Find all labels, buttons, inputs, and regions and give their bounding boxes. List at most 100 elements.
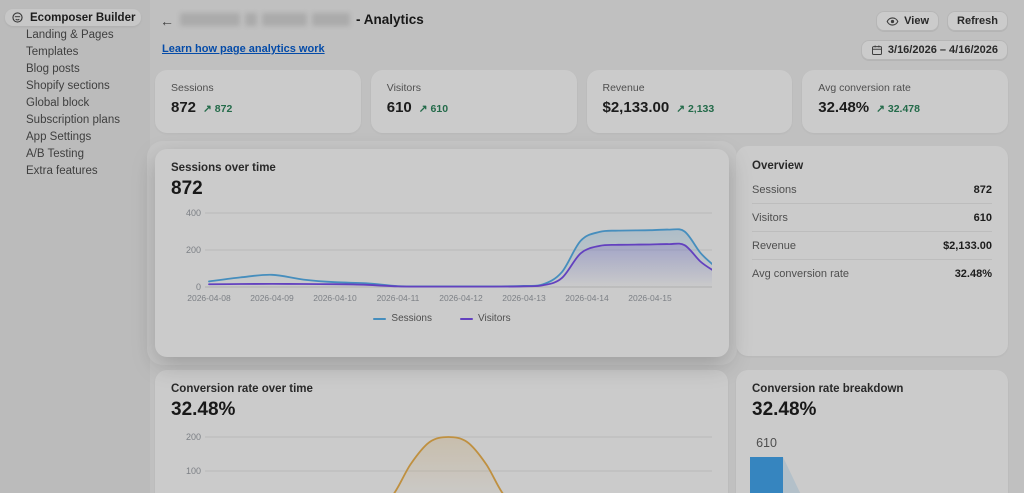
legend-swatch [373, 317, 387, 320]
sidebar-item-label: A/B Testing [26, 147, 84, 160]
header-actions: View Refresh [876, 11, 1008, 31]
stat-delta: ↗ 32.478 [876, 103, 920, 115]
stat-card-visitors: Visitors 610 ↗ 610 [370, 70, 577, 133]
stat-delta: ↗ 2,133 [676, 103, 714, 115]
conversion-breakdown-card: Conversion rate breakdown 32.48% 610 [736, 370, 1008, 493]
breakdown-bar-value-label: 610 [756, 436, 777, 450]
stat-label: Sessions [171, 82, 214, 94]
overview-row-value: 32.48% [954, 268, 992, 280]
svg-text:2026-04-12: 2026-04-12 [439, 293, 483, 303]
sidebar-item-global-block[interactable]: Global block [5, 94, 141, 111]
chart-title: Conversion rate breakdown [752, 383, 904, 395]
svg-text:2026-04-08: 2026-04-08 [187, 293, 231, 303]
sidebar-item-label: Landing & Pages [26, 28, 114, 41]
page-title: - Analytics [356, 12, 424, 27]
sidebar-item-label: Shopify sections [26, 79, 110, 92]
stat-card-avg-conversion-rate: Avg conversion rate 32.48% ↗ 32.478 [802, 70, 1008, 133]
stat-value: 610 [386, 99, 412, 116]
overview-row-revenue: Revenue $2,133.00 [752, 232, 992, 260]
overview-row-avg-conversion-rate: Avg conversion rate 32.48% [752, 260, 992, 287]
svg-text:2026-04-15: 2026-04-15 [628, 293, 672, 303]
sessions-over-time-card: Sessions over time 872 0 200 400 2026-04-08… [155, 149, 729, 357]
view-button-label: View [904, 15, 930, 27]
sidebar-item-subscription-plans[interactable]: Subscription plans [5, 111, 141, 128]
legend-label: Sessions [391, 313, 432, 324]
overview-row-label: Avg conversion rate [752, 268, 850, 280]
date-range-picker[interactable]: 3/16/2026 – 4/16/2026 [860, 40, 1008, 60]
overview-row-value: 872 [973, 184, 992, 196]
sidebar-item-blog-posts[interactable]: Blog posts [5, 60, 141, 77]
breakdown-funnel-shape [783, 457, 845, 493]
sidebar-item-label: App Settings [26, 130, 92, 143]
stats-row: Sessions 872 ↗ 872 Visitors 610 ↗ 610 Revenue $… [155, 70, 1008, 133]
page-header: - Analytics [180, 12, 424, 27]
date-range-label: 3/16/2026 – 4/16/2026 [887, 44, 998, 56]
trend-up-icon: ↗ [876, 103, 885, 115]
overview-row-visitors: Visitors 610 [752, 204, 992, 232]
back-button[interactable]: ← [156, 10, 178, 32]
chart-headline-value: 32.48% [752, 399, 817, 420]
sessions-chart: 0 200 400 2026-04-08 2026-04-09 2026-04-10 202… [186, 208, 714, 303]
sidebar-item-a-b-testing[interactable]: A/B Testing [5, 145, 141, 162]
sidebar-item-extra-features[interactable]: Extra features [5, 162, 141, 179]
overview-row-label: Visitors [752, 212, 788, 224]
legend-swatch [459, 317, 473, 320]
stat-label: Avg conversion rate [818, 82, 911, 94]
legend-label: Visitors [477, 313, 511, 324]
stat-delta: ↗ 610 [419, 103, 448, 115]
stat-value: 872 [171, 99, 197, 116]
sidebar-item-ecomposer-builder[interactable]: Ecomposer Builder [5, 9, 141, 26]
sidebar-item-label: Templates [26, 45, 79, 58]
trend-up-icon: ↗ [418, 103, 428, 115]
sessions-chart-legend: Sessions Visitors [171, 313, 713, 324]
svg-text:200: 200 [186, 245, 201, 255]
refresh-button[interactable]: Refresh [947, 11, 1008, 31]
overview-row-sessions: Sessions 872 [752, 176, 992, 204]
sidebar: Ecomposer Builder Landing & Pages Template… [0, 0, 150, 493]
svg-text:0: 0 [196, 282, 201, 292]
refresh-button-label: Refresh [957, 15, 998, 27]
breakdown-bar [750, 457, 783, 493]
svg-text:100: 100 [186, 466, 201, 476]
ecomposer-logo-icon [11, 11, 24, 24]
trend-up-icon: ↗ [203, 103, 212, 115]
overview-row-label: Sessions [752, 184, 797, 196]
stat-delta-value: 872 [211, 103, 233, 115]
legend-item-visitors[interactable]: Visitors [459, 313, 511, 324]
sidebar-item-app-settings[interactable]: App Settings [5, 128, 141, 145]
stat-value: 32.48% [818, 99, 870, 116]
calendar-icon [871, 44, 883, 56]
svg-text:2026-04-10: 2026-04-10 [313, 293, 357, 303]
svg-text:2026-04-13: 2026-04-13 [502, 293, 546, 303]
chart-headline-value: 872 [171, 178, 203, 199]
stat-card-sessions: Sessions 872 ↗ 872 [155, 70, 361, 133]
overview-card: Overview Sessions 872 Visitors 610 Revenue $2… [736, 146, 1008, 356]
conversion-chart: 100 200 [186, 432, 712, 493]
stat-card-revenue: Revenue $2,133.00 ↗ 2,133 [586, 70, 793, 133]
chart-title: Conversion rate over time [171, 383, 313, 395]
stat-label: Revenue [602, 82, 645, 94]
sidebar-item-landing-pages[interactable]: Landing & Pages [5, 26, 141, 43]
tour-spotlight: Sessions over time 872 0 200 400 2026-04-08… [147, 141, 737, 365]
sidebar-item-shopify-sections[interactable]: Shopify sections [5, 77, 141, 94]
sidebar-item-label: Ecomposer Builder [30, 11, 136, 24]
svg-text:400: 400 [186, 208, 201, 218]
view-button[interactable]: View [876, 11, 940, 31]
stat-label: Visitors [386, 82, 421, 94]
trend-up-icon: ↗ [676, 103, 686, 115]
analytics-help-link[interactable]: Learn how page analytics work [162, 43, 325, 55]
svg-text:200: 200 [186, 432, 201, 442]
sidebar-item-label: Blog posts [26, 62, 80, 75]
sidebar-item-label: Global block [26, 96, 90, 109]
legend-item-sessions[interactable]: Sessions [373, 313, 432, 324]
chart-headline-value: 32.48% [171, 399, 236, 420]
sidebar-nav: Ecomposer Builder Landing & Pages Template… [0, 9, 150, 179]
overview-row-value: $2,133.00 [943, 240, 992, 252]
redacted-page-name [180, 13, 350, 26]
sidebar-item-label: Subscription plans [26, 113, 120, 126]
sidebar-item-templates[interactable]: Templates [5, 43, 141, 60]
stat-delta: ↗ 872 [203, 103, 232, 115]
stat-delta-value: 2,133 [685, 103, 715, 115]
svg-text:2026-04-11: 2026-04-11 [377, 293, 420, 303]
sidebar-item-label: Extra features [26, 164, 98, 177]
